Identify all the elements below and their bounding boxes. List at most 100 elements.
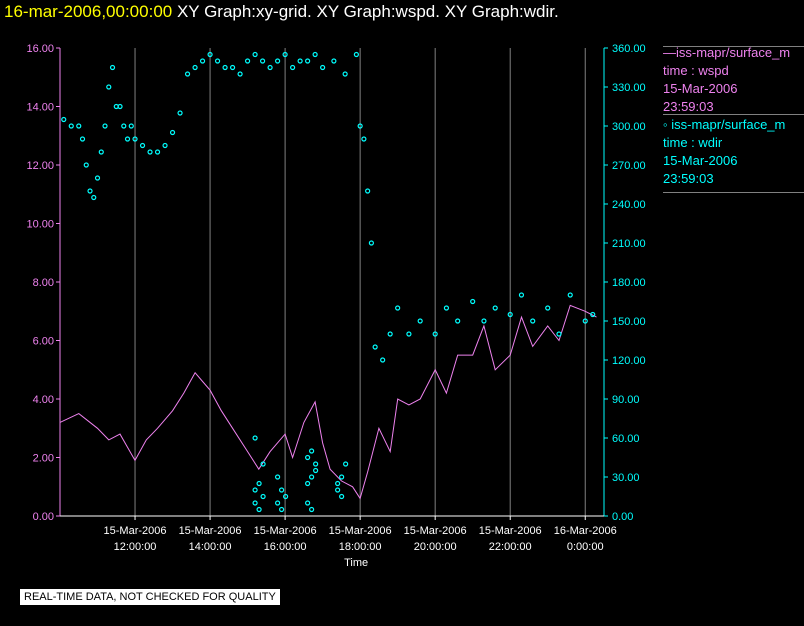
wdir-point <box>305 58 311 64</box>
wdir-point <box>335 487 341 493</box>
wdir-point <box>320 64 326 71</box>
legend-separator <box>663 114 804 115</box>
right-tick-label: 210.00 <box>612 238 646 250</box>
left-tick-label: 12.00 <box>26 160 54 172</box>
wdir-point <box>260 461 266 467</box>
quality-disclaimer: REAL-TIME DATA, NOT CHECKED FOR QUALITY <box>20 589 280 605</box>
x-axis-label: Time <box>344 557 368 569</box>
wdir-point <box>102 123 108 129</box>
legend-wspd-date: 15-Mar-2006 <box>663 81 738 96</box>
wdir-point <box>343 461 349 467</box>
wdir-point <box>481 318 487 324</box>
wdir-point <box>331 58 337 64</box>
wdir-point <box>267 64 273 71</box>
wdir-point <box>260 493 266 500</box>
wdir-point <box>309 474 315 480</box>
x-tick-date: 15-Mar-2006 <box>104 525 167 537</box>
wdir-point <box>275 474 281 480</box>
wdir-point <box>582 318 588 324</box>
wdir-point <box>139 142 146 149</box>
wdir-point <box>256 480 262 487</box>
wdir-point <box>380 357 386 363</box>
right-tick-label: 180.00 <box>612 277 646 289</box>
wdir-point <box>94 175 101 181</box>
wdir-point <box>290 64 296 71</box>
wdir-point <box>252 500 258 506</box>
x-tick-date: 15-Mar-2006 <box>479 525 542 537</box>
left-tick-label: 8.00 <box>33 277 54 289</box>
right-tick-label: 60.00 <box>612 433 640 445</box>
x-tick-time: 0:00:00 <box>567 541 604 553</box>
right-tick-label: 0.00 <box>612 511 633 523</box>
x-tick-date: 15-Mar-2006 <box>404 525 467 537</box>
wdir-point <box>244 58 251 64</box>
wdir-point <box>395 305 401 311</box>
wdir-point <box>132 136 138 142</box>
right-tick-label: 90.00 <box>612 394 640 406</box>
left-tick-label: 14.00 <box>26 102 54 114</box>
right-tick-label: 240.00 <box>612 199 646 211</box>
wdir-point <box>335 480 341 487</box>
legend-wdir-var: time : wdir <box>663 135 723 150</box>
wdir-point <box>275 58 281 64</box>
wdir-point <box>556 331 562 337</box>
wdir-point <box>192 64 198 71</box>
wdir-point <box>147 149 153 155</box>
left-tick-label: 10.00 <box>26 219 54 231</box>
left-tick-label: 4.00 <box>33 394 54 406</box>
legend-entry-wspd: —iss-mapr/surface_m time : wspd 15-Mar-2… <box>663 44 804 116</box>
right-tick-label: 120.00 <box>612 355 646 367</box>
graph-title: 16-mar-2006,00:00:00 XY Graph:xy-grid. X… <box>4 2 559 22</box>
wdir-point <box>275 500 281 506</box>
wdir-point <box>91 194 97 201</box>
wdir-point <box>259 58 266 64</box>
x-tick-time: 14:00:00 <box>189 541 232 553</box>
wdir-point <box>256 506 262 513</box>
wdir-point <box>207 51 213 58</box>
legend-separator <box>663 192 804 193</box>
x-tick-time: 12:00:00 <box>114 541 157 553</box>
wdir-point <box>237 71 243 77</box>
wdir-point <box>406 331 412 337</box>
wdir-point <box>106 84 112 90</box>
legend-wdir-time: 23:59:03 <box>663 171 714 186</box>
wdir-point <box>177 110 183 116</box>
legend-entry-wdir: ◦ iss-mapr/surface_m time : wdir 15-Mar-… <box>663 114 804 193</box>
wdir-point <box>455 318 461 324</box>
wdir-point <box>283 493 289 500</box>
wdir-point <box>305 500 311 506</box>
wdir-point <box>313 461 319 467</box>
wdir-point <box>309 506 315 513</box>
wspd-series-line <box>59 304 597 500</box>
right-tick-label: 270.00 <box>612 160 646 172</box>
legend-wdir-source: ◦ iss-mapr/surface_m <box>663 117 786 132</box>
wdir-point <box>98 149 104 155</box>
x-tick-date: 15-Mar-2006 <box>179 525 242 537</box>
legend-wdir-date: 15-Mar-2006 <box>663 153 738 168</box>
wdir-point <box>222 64 228 71</box>
left-tick-label: 6.00 <box>33 336 54 348</box>
wdir-point <box>83 162 89 168</box>
legend-separator <box>663 46 804 47</box>
wdir-point <box>124 136 131 142</box>
wdir-point <box>184 71 191 77</box>
wdir-point <box>309 448 315 454</box>
x-tick-date: 15-Mar-2006 <box>329 525 392 537</box>
x-tick-time: 22:00:00 <box>489 541 532 553</box>
wdir-point <box>365 188 371 194</box>
right-tick-label: 150.00 <box>612 316 646 328</box>
wdir-point <box>387 331 393 337</box>
wdir-point <box>68 123 74 129</box>
wdir-point <box>339 474 345 480</box>
wdir-point <box>492 305 498 311</box>
title-date: 16-mar-2006,00:00:00 <box>4 2 173 21</box>
wdir-point <box>79 136 86 142</box>
right-tick-label: 300.00 <box>612 121 646 133</box>
left-tick-label: 2.00 <box>33 453 54 465</box>
legend-wspd-time: 23:59:03 <box>663 99 714 114</box>
x-tick-time: 16:00:00 <box>264 541 307 553</box>
title-graphs: XY Graph:xy-grid. XY Graph:wspd. XY Grap… <box>176 2 559 21</box>
legend-wspd-var: time : wspd <box>663 63 729 78</box>
wdir-point <box>61 116 67 123</box>
